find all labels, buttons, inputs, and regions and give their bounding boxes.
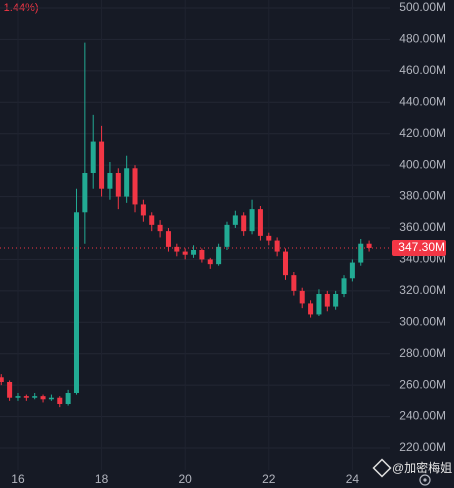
last-price-label: 347.30M xyxy=(398,240,445,254)
y-tick-label: 300.00M xyxy=(399,314,446,328)
candle-body xyxy=(107,173,113,189)
candle-body xyxy=(174,246,180,252)
candle-body xyxy=(73,212,80,393)
candle-body xyxy=(299,290,305,304)
candle-body xyxy=(132,168,138,205)
candle-body xyxy=(23,396,29,398)
y-tick-label: 420.00M xyxy=(399,126,446,140)
y-tick-label: 360.00M xyxy=(399,220,446,234)
x-tick-label: 22 xyxy=(262,472,276,486)
candle-body xyxy=(216,246,222,265)
candle-body xyxy=(366,243,372,248)
watermark-icon xyxy=(372,458,392,478)
candle-body xyxy=(232,215,238,225)
candle-body xyxy=(48,397,54,400)
candle-body xyxy=(341,278,347,294)
candle-body xyxy=(32,396,38,398)
y-tick-label: 440.00M xyxy=(399,94,446,108)
candle-body xyxy=(257,209,263,236)
candle-body xyxy=(7,382,13,398)
candle-body xyxy=(207,259,213,265)
candle-body xyxy=(316,294,322,315)
y-tick-label: 280.00M xyxy=(399,346,446,360)
y-tick-label: 400.00M xyxy=(399,157,446,171)
candle-body xyxy=(82,173,88,213)
candle-body xyxy=(266,235,272,241)
candle-body xyxy=(291,275,297,291)
x-tick-label: 18 xyxy=(95,472,109,486)
y-tick-label: 320.00M xyxy=(399,283,446,297)
settings-icon-dot xyxy=(423,478,427,482)
candle-body xyxy=(65,393,71,404)
candle-body xyxy=(99,141,105,189)
candle-body xyxy=(349,262,355,279)
candle-body xyxy=(90,141,96,173)
candle-body xyxy=(165,231,171,247)
candle-body xyxy=(182,251,188,255)
settings-icon[interactable] xyxy=(419,474,431,486)
candle-body xyxy=(157,224,163,232)
candle-body xyxy=(274,240,280,252)
candle-body xyxy=(308,303,314,315)
candle-body xyxy=(249,209,255,232)
candle-body xyxy=(333,294,339,307)
candle-body xyxy=(191,250,197,255)
x-tick-label: 20 xyxy=(178,472,192,486)
y-tick-label: 220.00M xyxy=(399,440,446,454)
y-tick-label: 500.00M xyxy=(399,0,446,14)
y-tick-label: 240.00M xyxy=(399,409,446,423)
y-tick-label: 460.00M xyxy=(399,63,446,77)
candle-body xyxy=(224,224,230,247)
candle-body xyxy=(358,243,364,263)
candle-body xyxy=(282,251,289,276)
candle-body xyxy=(199,250,205,260)
candle-body xyxy=(149,215,155,225)
candle-body xyxy=(15,396,21,398)
last-price-box xyxy=(392,239,446,256)
y-tick-label: 260.00M xyxy=(399,377,446,391)
candle-body xyxy=(324,294,330,307)
candle-body xyxy=(124,168,130,197)
watermark: @加密梅姐 xyxy=(392,460,452,475)
candle-body xyxy=(40,396,46,400)
candle-body xyxy=(57,397,63,404)
x-tick-label: 16 xyxy=(11,472,25,486)
candle-body xyxy=(0,377,4,382)
y-tick-label: 380.00M xyxy=(399,189,446,203)
candle-body xyxy=(115,173,121,197)
candle-body xyxy=(140,204,146,216)
y-tick-label: 480.00M xyxy=(399,32,446,46)
candle-body xyxy=(241,215,247,232)
x-tick-label: 24 xyxy=(346,472,360,486)
